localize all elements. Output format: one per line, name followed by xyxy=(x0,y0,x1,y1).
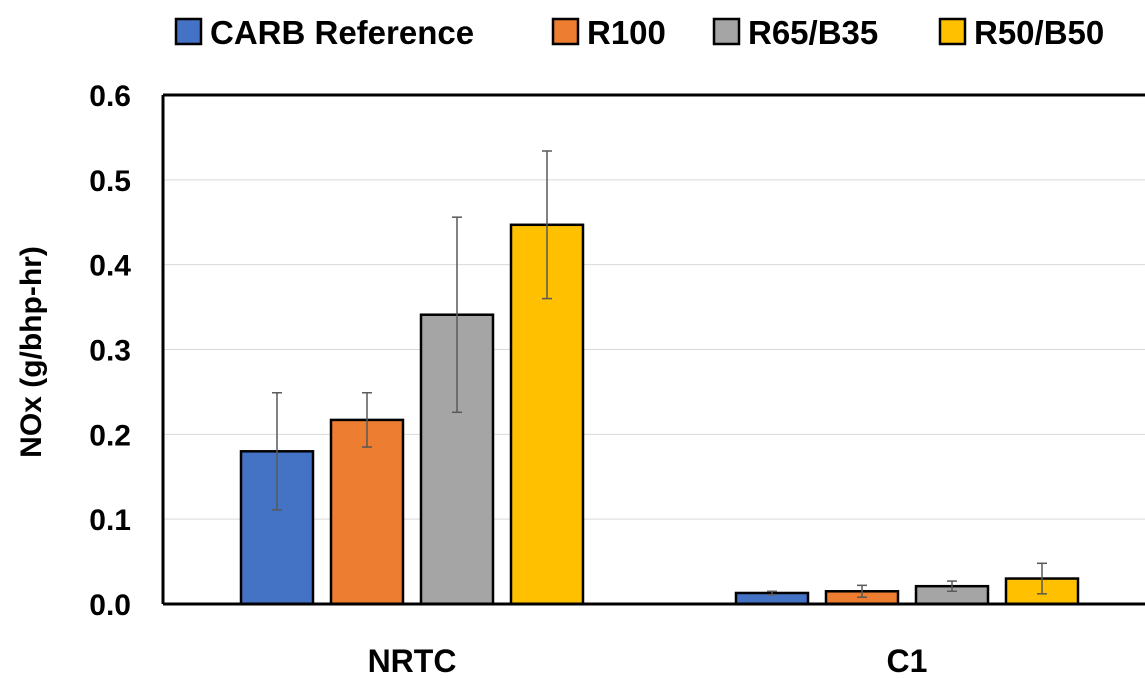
legend-label: R100 xyxy=(587,14,666,51)
y-tick-label: 0.1 xyxy=(89,504,131,537)
y-tick-labels: 0.0 0.1 0.2 0.3 0.4 0.5 0.6 xyxy=(89,80,131,622)
legend-swatch xyxy=(712,17,741,46)
bar-nrtc-r100 xyxy=(329,418,405,606)
legend-label: R50/B50 xyxy=(974,14,1104,51)
x-category-labels: NRTC C1 xyxy=(368,643,928,679)
error-bar xyxy=(542,150,552,300)
error-bar xyxy=(362,392,372,448)
legend-item: CARB Reference xyxy=(174,14,474,51)
error-bar xyxy=(1037,562,1047,595)
error-bar xyxy=(947,580,957,593)
legend-item: R65/B35 xyxy=(712,14,878,51)
error-bar xyxy=(857,584,867,598)
y-tick-label: 0.4 xyxy=(89,250,131,283)
y-tick-label: 0.0 xyxy=(89,589,131,622)
legend-swatch xyxy=(174,17,203,46)
y-tick-label: 0.3 xyxy=(89,335,131,368)
x-category-label: C1 xyxy=(887,643,928,679)
legend-label: R65/B35 xyxy=(748,14,878,51)
legend-swatch xyxy=(938,17,967,46)
error-bars xyxy=(272,150,1047,598)
error-bar xyxy=(272,392,282,511)
legend-item: R50/B50 xyxy=(938,14,1104,51)
y-tick-label: 0.6 xyxy=(89,80,131,113)
y-axis-label: NOx (g/bhp-hr) xyxy=(15,246,48,458)
legend-swatch xyxy=(551,17,580,46)
error-bar xyxy=(767,590,777,596)
legend-label: CARB Reference xyxy=(210,14,474,51)
y-tick-label: 0.2 xyxy=(89,419,131,452)
y-tick-label: 0.5 xyxy=(89,165,131,198)
legend-item: R100 xyxy=(551,14,666,51)
axes xyxy=(161,93,1145,606)
legend: CARB Reference R100 R65/B35 R50/B50 xyxy=(174,14,1104,51)
x-category-label: NRTC xyxy=(368,643,457,679)
error-bar xyxy=(452,216,462,414)
